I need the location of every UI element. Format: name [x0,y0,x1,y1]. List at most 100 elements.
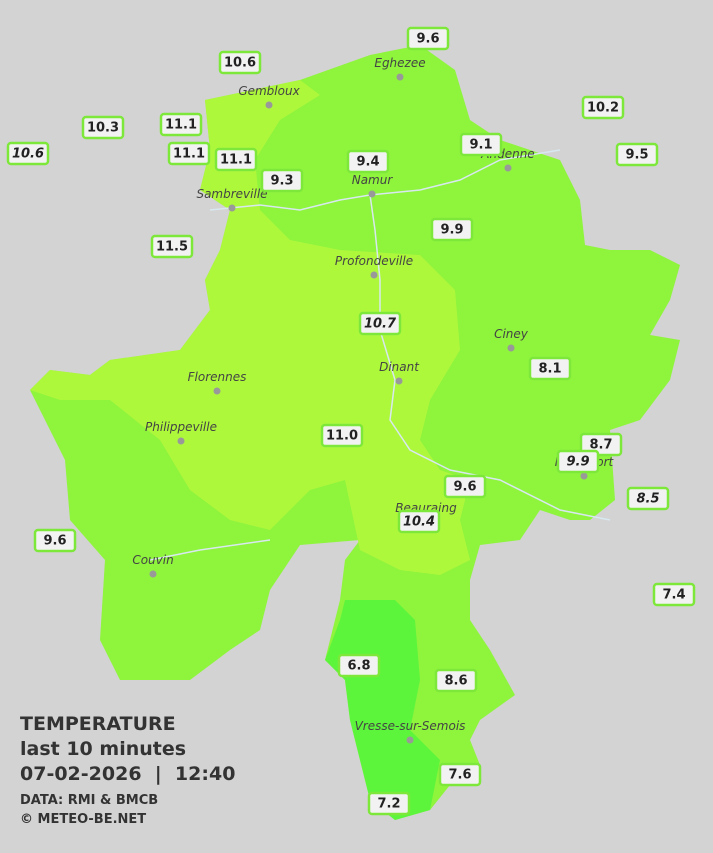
legend-copyright: © METEO-BE.NET [20,812,146,827]
station-box [430,217,474,242]
station-box [443,474,487,499]
station-value: 6.8 [347,659,370,674]
station-value: 10.6 [12,147,44,162]
city-dot [406,736,414,744]
station-value: 9.4 [356,155,379,170]
station-box [397,509,441,534]
city-dot [228,204,236,212]
station: 11.1 [214,147,258,172]
station: 11.1 [159,112,203,137]
station-box [159,112,203,137]
station-value: 9.9 [566,455,589,470]
legend-title: TEMPERATURE [20,713,176,735]
city-name: Profondeville [335,254,413,268]
station: 7.4 [652,582,696,607]
station: 11.1 [167,141,211,166]
station: 10.6 [6,141,50,166]
city-dot [149,570,157,578]
legend-datetime: 07-02-2026 | 12:40 [20,763,235,785]
station-box [33,528,77,553]
city-name: Philippeville [145,420,217,434]
station-value: 10.6 [224,56,256,71]
city-dot [177,437,185,445]
city-dot [370,271,378,279]
city-dot [580,472,588,480]
station-box [358,311,402,336]
station-value: 10.3 [87,121,119,136]
station-value: 8.1 [538,362,561,377]
station-box [150,234,194,259]
station-box [167,141,211,166]
city-dot [265,101,273,109]
station: 11.5 [150,234,194,259]
city-name: Gembloux [238,84,300,98]
station-value: 7.2 [377,797,400,812]
station: 7.6 [438,762,482,787]
station-box [556,449,600,474]
station-box [615,142,659,167]
station: 9.1 [459,132,503,157]
city-name: Florennes [188,370,247,384]
station: 8.5 [626,486,670,511]
station: 10.4 [397,509,441,534]
city-name: Dinant [379,360,420,374]
station-value: 11.1 [220,153,252,168]
station-value: 11.1 [165,118,197,133]
city-dot [395,377,403,385]
station-value: 9.6 [453,480,476,495]
station-box [346,149,390,174]
city-name: Vresse-sur-Semois [355,719,466,733]
city-dot [504,164,512,172]
station: 9.9 [430,217,474,242]
city-dot [368,190,376,198]
station-box [6,141,50,166]
station: 11.0 [320,423,364,448]
station-value: 9.9 [440,223,463,238]
station-value: 7.4 [662,588,685,603]
station: 10.6 [218,50,262,75]
warm-zone [30,80,470,575]
station-value: 9.6 [416,32,439,47]
city-name: Couvin [132,553,173,567]
station-box [438,762,482,787]
station: 9.6 [406,26,450,51]
city-name: Ciney [494,327,529,341]
station: 9.3 [260,168,304,193]
station-box [406,26,450,51]
station: 9.4 [346,149,390,174]
city-dot [396,73,404,81]
station-box [581,95,625,120]
station-value: 10.4 [403,515,435,530]
station: 9.5 [615,142,659,167]
city-dot [507,344,515,352]
station-value: 9.5 [625,148,648,163]
station-box [528,356,572,381]
station-box [626,486,670,511]
station: 6.8 [337,653,381,678]
station: 9.6 [443,474,487,499]
station-value: 10.2 [587,101,619,116]
station-value: 11.5 [156,240,188,255]
station-value: 8.5 [636,492,659,507]
station-box [459,132,503,157]
station-box [434,668,478,693]
station-box [260,168,304,193]
station: 8.1 [528,356,572,381]
station-value: 9.6 [43,534,66,549]
station: 7.2 [367,791,411,816]
station: 10.3 [81,115,125,140]
station-box [218,50,262,75]
station-box [214,147,258,172]
station-box [367,791,411,816]
station-value: 9.1 [469,138,492,153]
station-value: 8.7 [589,438,612,453]
station-value: 11.1 [173,147,205,162]
station-box [337,653,381,678]
city-name: Namur [352,173,394,187]
station-box [652,582,696,607]
station-value: 7.6 [448,768,471,783]
station-box [320,423,364,448]
station: 10.2 [581,95,625,120]
station-value: 11.0 [326,429,358,444]
